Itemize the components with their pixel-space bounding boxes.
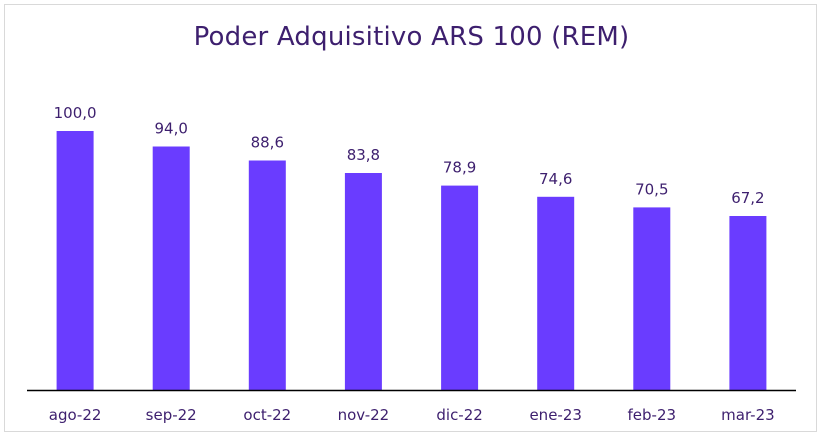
bar-ene-23: [537, 196, 575, 390]
chart-frame: [4, 4, 817, 432]
x-tick-label: nov-22: [338, 406, 390, 424]
bar-dic-22: [441, 185, 479, 390]
bar-value-label: 100,0: [54, 104, 97, 122]
bar-oct-22: [248, 160, 286, 390]
x-tick-label: mar-23: [721, 406, 775, 424]
x-tick-labels: ago-22 sep-22 oct-22 nov-22 dic-22 ene-23 feb-…: [49, 406, 775, 424]
x-tick-label: dic-22: [436, 406, 482, 424]
bar-value-label: 88,6: [251, 134, 284, 152]
bar-value-label: 94,0: [154, 120, 187, 138]
bar-ago-22: [56, 131, 94, 390]
bar-value-label: 78,9: [443, 159, 476, 177]
x-tick-label: oct-22: [243, 406, 291, 424]
chart-title: Poder Adquisitivo ARS 100 (REM): [193, 22, 630, 52]
bar-value-label: 70,5: [635, 180, 668, 198]
x-tick-label: ago-22: [49, 406, 102, 424]
bars-group: [56, 131, 767, 390]
x-tick-label: ene-23: [529, 406, 581, 424]
bar-feb-23: [633, 207, 671, 390]
bar-value-label: 83,8: [347, 146, 380, 164]
bar-nov-22: [344, 173, 382, 390]
x-tick-label: feb-23: [628, 406, 677, 424]
bar-value-label: 67,2: [731, 189, 764, 207]
bar-mar-23: [729, 216, 767, 390]
bar-sep-22: [152, 146, 190, 390]
x-tick-label: sep-22: [146, 406, 197, 424]
bar-value-labels: 100,0 94,0 88,6 83,8 78,9 74,6 70,5 67,2: [54, 104, 765, 207]
bar-value-label: 74,6: [539, 170, 572, 188]
